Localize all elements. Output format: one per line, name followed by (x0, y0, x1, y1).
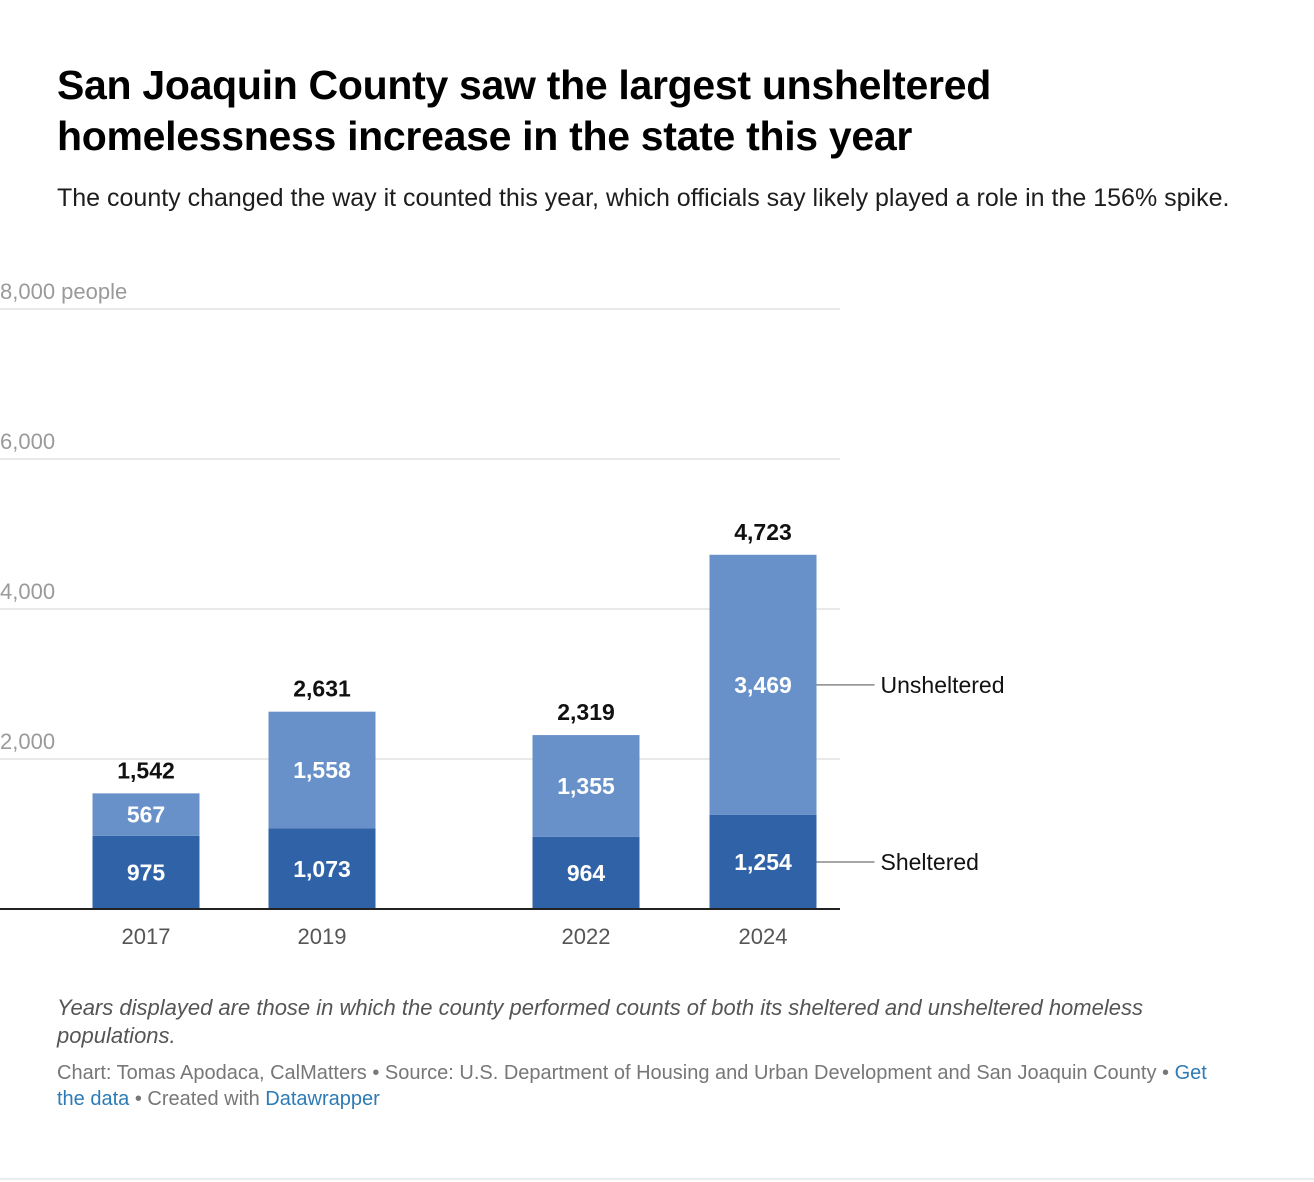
get-the-data-link[interactable]: Get the data (57, 1062, 1207, 1110)
unsheltered-value-label: 3,469 (734, 672, 792, 698)
bar-unsheltered (532, 735, 640, 837)
datawrapper-link[interactable]: Datawrapper (265, 1088, 380, 1110)
chart-header: San Joaquin County saw the largest unshe… (57, 60, 1257, 215)
y-tick-label: 2,000 (0, 729, 55, 754)
sheltered-value-label: 975 (127, 859, 166, 885)
y-tick-label: 6,000 (0, 429, 55, 454)
bottom-divider (0, 1178, 1314, 1180)
total-value-label: 4,723 (734, 519, 792, 545)
x-tick-label: 2022 (562, 924, 611, 949)
unsheltered-value-label: 567 (127, 802, 165, 828)
unsheltered-value-label: 1,355 (557, 773, 615, 799)
credit-separator: • Created with (129, 1088, 266, 1110)
x-tick-label: 2017 (122, 924, 171, 949)
total-value-label: 2,319 (557, 699, 615, 725)
x-tick-label: 2024 (739, 924, 788, 949)
y-tick-label: 8,000 people (0, 279, 127, 304)
bar-sheltered (532, 836, 640, 909)
chart-subtitle: The county changed the way it counted th… (57, 184, 1230, 212)
chart-title: San Joaquin County saw the largest unshe… (57, 62, 991, 159)
bar-sheltered (268, 828, 376, 909)
legend-label-sheltered: Sheltered (881, 849, 979, 875)
total-value-label: 1,542 (117, 757, 175, 783)
credit-text: Chart: Tomas Apodaca, CalMatters • Sourc… (57, 1062, 1175, 1084)
chart-credits: Chart: Tomas Apodaca, CalMatters • Sourc… (57, 1060, 1207, 1112)
bar-sheltered (92, 835, 200, 909)
y-tick-label: 4,000 (0, 579, 55, 604)
legend-label-unsheltered: Unsheltered (881, 672, 1005, 698)
bar-sheltered (709, 814, 817, 909)
sheltered-value-label: 1,254 (734, 849, 792, 875)
bar-unsheltered (92, 793, 200, 836)
x-tick-label: 2019 (298, 924, 347, 949)
unsheltered-value-label: 1,558 (293, 757, 351, 783)
chart-notes: Years displayed are those in which the c… (57, 995, 1143, 1048)
bar-unsheltered (268, 711, 376, 829)
total-value-label: 2,631 (293, 676, 351, 702)
sheltered-value-label: 1,073 (293, 856, 351, 882)
stacked-bar-chart: 2,000 4,000 6,000 8,000 people 975 567 1,542 20… (0, 279, 1005, 949)
bar-unsheltered (709, 554, 817, 815)
sheltered-value-label: 964 (567, 860, 606, 886)
